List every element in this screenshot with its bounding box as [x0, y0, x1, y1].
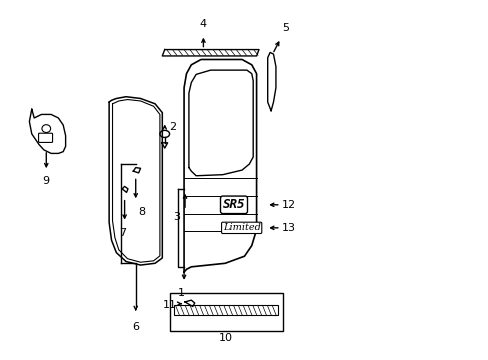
- Text: 2: 2: [169, 122, 176, 132]
- Text: 4: 4: [200, 19, 206, 30]
- Text: Limited: Limited: [223, 223, 260, 232]
- Text: 12: 12: [282, 200, 296, 210]
- Bar: [174, 306, 278, 315]
- Text: 3: 3: [173, 212, 180, 222]
- Text: 5: 5: [282, 23, 288, 33]
- Bar: [169, 293, 283, 330]
- Text: 13: 13: [282, 223, 296, 233]
- Text: 7: 7: [119, 228, 126, 238]
- Text: 11: 11: [163, 300, 177, 310]
- Text: 6: 6: [132, 322, 139, 332]
- Text: 1: 1: [178, 288, 185, 298]
- Text: 8: 8: [138, 207, 145, 217]
- Text: 9: 9: [42, 176, 50, 186]
- Text: 10: 10: [219, 333, 233, 343]
- Text: SR5: SR5: [223, 198, 245, 211]
